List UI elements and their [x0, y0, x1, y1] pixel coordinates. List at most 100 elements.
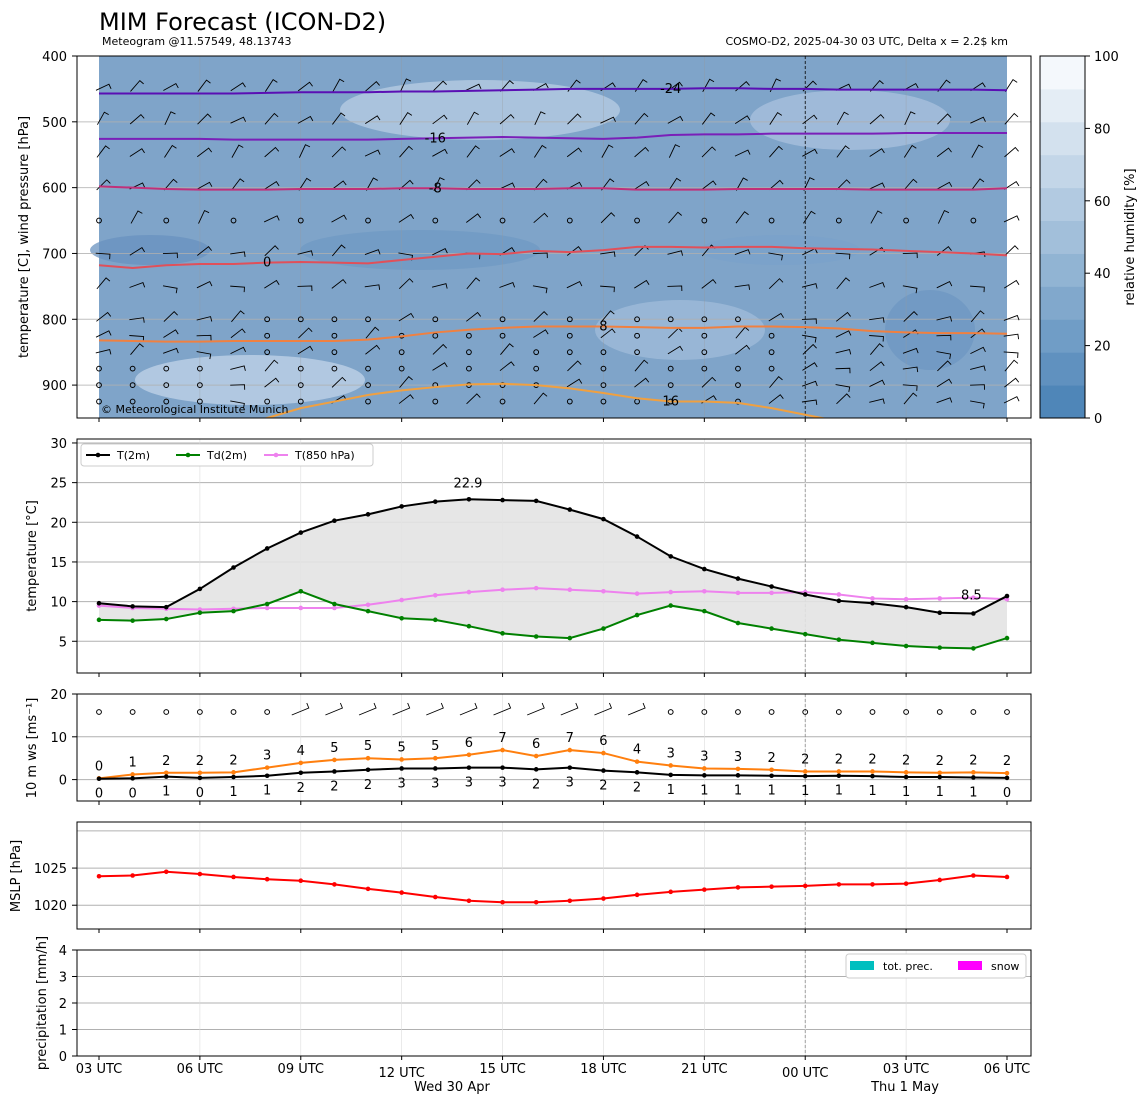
wind-barb [533, 212, 549, 224]
wind-barb [667, 382, 674, 388]
wind-barb [196, 181, 213, 190]
data-point [735, 766, 741, 772]
wind-barb [801, 399, 818, 406]
wind-barb [566, 316, 573, 323]
gust-label: 1 [667, 783, 675, 798]
wind-barb [196, 709, 203, 715]
wind-barb [297, 81, 313, 92]
day-label-thu: Thu 1 May [870, 1080, 939, 1095]
data-point [735, 576, 741, 581]
colorbar-tick-label: 40 [1094, 267, 1111, 282]
wind-barb [1003, 314, 1020, 321]
wind-barb [465, 83, 482, 91]
data-point [298, 530, 304, 535]
wind-barb [835, 83, 852, 91]
cross-section-panel: -24 -16 -8 0 8 16 400 500 600 700 800 900 temperat… [17, 50, 1032, 419]
data-point [802, 773, 808, 779]
y-tick-label: 900 [42, 379, 67, 394]
data-point [533, 634, 539, 639]
data-point [735, 885, 741, 890]
y-tick-label: 0 [59, 1050, 67, 1065]
data-point [332, 518, 337, 524]
wind-barb [768, 394, 784, 404]
data-point [702, 608, 707, 614]
legend-box [845, 953, 1027, 979]
wind-barb [970, 82, 986, 92]
y-tick-label: 15 [50, 556, 67, 571]
wind-barb [970, 217, 977, 224]
wind-barb [230, 328, 246, 339]
wind-barb [130, 210, 143, 224]
data-point [298, 588, 304, 594]
wind-barb [432, 217, 439, 224]
wind-barb [331, 278, 347, 289]
wind-barb [768, 179, 784, 191]
data-point [735, 620, 741, 626]
wind-barb [230, 709, 237, 715]
colorbar-band [1040, 286, 1085, 320]
mslp-frame [76, 821, 1032, 930]
wind-barb [96, 277, 111, 290]
wind-barb [230, 116, 247, 124]
wind-barb [936, 316, 953, 322]
wind-barb [870, 210, 883, 224]
isotherm-label: 16 [662, 395, 679, 410]
wind-barb [399, 111, 413, 125]
wind-barb [466, 111, 479, 125]
data-point [601, 516, 606, 522]
wind-barb [264, 146, 280, 158]
wind-barb [96, 709, 102, 715]
data-point [264, 605, 270, 611]
x-tick-label: 21 UTC [681, 1062, 727, 1077]
wind-barb [466, 349, 472, 356]
data-point [903, 596, 909, 602]
wind-barb [230, 400, 245, 409]
wind-barb [96, 145, 110, 158]
colorbar-band [1040, 121, 1085, 156]
wind-speed-label: 5 [364, 739, 372, 754]
wind-barb [735, 344, 751, 355]
wind-barb [196, 382, 203, 388]
wind-barb [231, 178, 245, 191]
wind-barb [263, 215, 280, 223]
temperature-legend: T(2m) Td(2m) T(850 hPa) [80, 443, 374, 467]
colorbar-band [1040, 385, 1085, 419]
data-point [264, 601, 270, 607]
wind-barb [802, 114, 818, 125]
data-point [533, 767, 539, 772]
precipitation-legend: tot. prec. snow [845, 953, 1027, 979]
wind-barb [903, 178, 918, 191]
humidity-patch [300, 230, 540, 270]
data-point [197, 775, 203, 781]
wind-barb [1003, 333, 1020, 340]
wind-barb [836, 111, 849, 125]
colorbar-tick-label: 80 [1094, 122, 1111, 137]
wind-barb [735, 211, 749, 224]
data-point [1004, 635, 1010, 641]
wind-barb [96, 217, 102, 224]
wind-speed-label: 5 [398, 740, 406, 755]
data-point [130, 618, 135, 623]
wind-barb [365, 81, 380, 92]
wind-barb [231, 310, 245, 323]
wind-barb [667, 285, 683, 291]
wind-barb [500, 79, 514, 92]
data-point [1004, 596, 1010, 602]
data-point [130, 776, 135, 781]
wind-barb [264, 279, 280, 289]
wind-barb [499, 282, 516, 288]
wind-barb [566, 147, 582, 158]
data-point [399, 597, 404, 603]
precipitation-panel: 0 1 2 3 4 precipitation [mm/h] tot. prec. sno… [35, 936, 1032, 1070]
wind-barb [230, 384, 246, 390]
data-point [601, 626, 606, 631]
wind-barb [802, 709, 809, 715]
wind-barb [230, 346, 247, 355]
wind-barb [902, 285, 918, 294]
wind-barb [835, 217, 842, 224]
gust-label: 2 [599, 779, 607, 794]
wind-barb [701, 217, 708, 224]
wind-barb [600, 349, 607, 356]
wind-barb [197, 79, 211, 92]
wind-barb [365, 217, 371, 224]
